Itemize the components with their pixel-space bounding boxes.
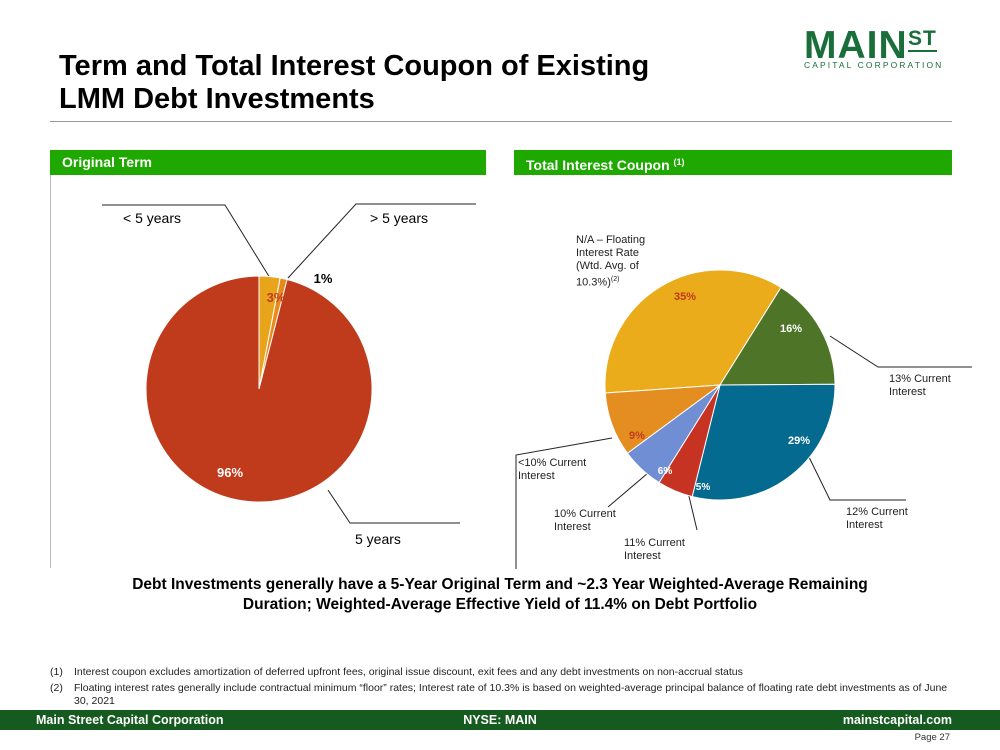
logo-st-text: ST bbox=[908, 27, 937, 52]
pie-1-slice-5 bbox=[604, 384, 722, 454]
callout-floating-line2: Interest Rate bbox=[576, 247, 639, 259]
pie-1-data-label-0: 35% bbox=[674, 291, 696, 303]
callout-12pct-line2: Interest bbox=[846, 519, 883, 531]
leader-line-lt10 bbox=[515, 437, 613, 569]
callout-12pct: 12% Current Interest bbox=[846, 506, 908, 532]
leader-line-5years bbox=[327, 489, 460, 524]
interest-coupon-header-label: Total Interest Coupon bbox=[526, 157, 670, 173]
footer-website[interactable]: mainstcapital.com bbox=[842, 713, 952, 727]
callout-11pct-line1: 11% Current bbox=[624, 537, 685, 549]
footnote-1-number: (1) bbox=[50, 666, 63, 678]
title-divider bbox=[50, 121, 952, 122]
callout-5-years: 5 years bbox=[355, 531, 401, 547]
leader-line-13pct bbox=[829, 335, 972, 368]
callout-floating-line1: N/A – Floating bbox=[576, 234, 646, 246]
page-number: Page 27 bbox=[914, 732, 950, 743]
leader-line-gt5 bbox=[287, 203, 476, 279]
summary-line-2: Duration; Weighted-Average Effective Yie… bbox=[242, 596, 758, 613]
footer-bar: NYSE: MAIN Main Street Capital Corporati… bbox=[0, 710, 1000, 730]
interest-coupon-header: Total Interest Coupon (1) bbox=[514, 150, 952, 175]
page-title: Term and Total Interest Coupon of Existi… bbox=[59, 50, 649, 116]
callout-floating: N/A – Floating Interest Rate (Wtd. Avg. … bbox=[576, 234, 645, 290]
leader-line-12pct bbox=[807, 454, 906, 501]
callout-floating-line3: (Wtd. Avg. of bbox=[576, 260, 639, 272]
leader-line-10pct bbox=[607, 472, 649, 508]
main-street-logo: MAIN ST CAPITAL CORPORATION bbox=[804, 24, 941, 72]
pie-1-data-label-3: 5% bbox=[696, 482, 711, 493]
footer-company: Main Street Capital Corporation bbox=[36, 713, 224, 727]
title-line-1: Term and Total Interest Coupon of Existi… bbox=[59, 50, 650, 82]
summary-text: Debt Investments generally have a 5-Year… bbox=[70, 575, 930, 615]
original-term-pie: 3% 1% 96% bbox=[145, 271, 373, 503]
footnote-1: (1) Interest coupon excludes amortizatio… bbox=[50, 666, 950, 679]
pie-1-data-label-1: 16% bbox=[780, 323, 802, 335]
callout-10pct-line2: Interest bbox=[554, 521, 591, 533]
pie-1-data-label-5: 9% bbox=[629, 430, 645, 442]
callout-12pct-line1: 12% Current bbox=[846, 506, 908, 518]
pie-0-data-label-1: 1% bbox=[314, 271, 333, 286]
pie-1-slice-1 bbox=[719, 286, 836, 386]
interest-coupon-pie: 35% 16% 29% 5% 6% 9% bbox=[604, 269, 836, 501]
title-line-2: LMM Debt Investments bbox=[59, 83, 375, 115]
callout-floating-note: (2) bbox=[610, 276, 620, 283]
footer-ticker: NYSE: MAIN bbox=[463, 713, 537, 727]
left-panel-border bbox=[50, 175, 51, 568]
summary-line-1: Debt Investments generally have a 5-Year… bbox=[132, 576, 868, 593]
pie-1-slice-2 bbox=[691, 383, 836, 501]
original-term-header-label: Original Term bbox=[62, 154, 152, 170]
pie-0-data-label-0: 3% bbox=[267, 290, 286, 305]
leader-line-lt5 bbox=[102, 204, 271, 279]
pie-0-slice-2 bbox=[145, 275, 373, 503]
callout-gt5-years: > 5 years bbox=[370, 210, 428, 226]
logo-main-text: MAIN bbox=[804, 24, 908, 67]
pie-1-data-label-4: 6% bbox=[658, 466, 673, 477]
callout-10pct: 10% Current Interest bbox=[554, 508, 616, 534]
interest-coupon-header-note: (1) bbox=[673, 157, 685, 167]
callout-lt10pct-line1: <10% Current bbox=[518, 457, 587, 469]
footnote-2-text: Floating interest rates generally includ… bbox=[74, 682, 948, 707]
callout-13pct-line2: Interest bbox=[889, 386, 926, 398]
callout-11pct: 11% Current Interest bbox=[624, 537, 685, 563]
callout-13pct: 13% Current Interest bbox=[889, 373, 951, 399]
pie-0-data-label-2: 96% bbox=[217, 465, 243, 480]
footnote-2: (2) Floating interest rates generally in… bbox=[50, 682, 950, 708]
logo-subtitle: CAPITAL CORPORATION bbox=[804, 60, 944, 70]
original-term-header: Original Term bbox=[50, 150, 486, 175]
pie-1-slice-0 bbox=[604, 269, 782, 394]
footnotes: (1) Interest coupon excludes amortizatio… bbox=[50, 666, 950, 711]
callout-13pct-line1: 13% Current bbox=[889, 373, 951, 385]
callout-lt10pct-line2: Interest bbox=[518, 470, 555, 482]
callout-11pct-line2: Interest bbox=[624, 550, 661, 562]
callout-10pct-line1: 10% Current bbox=[554, 508, 616, 520]
callout-floating-line4: 10.3%) bbox=[576, 276, 611, 289]
footnote-2-number: (2) bbox=[50, 682, 63, 694]
footnote-1-text: Interest coupon excludes amortization of… bbox=[74, 666, 743, 678]
callout-lt5-years: < 5 years bbox=[123, 210, 181, 226]
pie-1-data-label-2: 29% bbox=[788, 435, 810, 447]
callout-lt10pct: <10% Current Interest bbox=[518, 457, 586, 483]
